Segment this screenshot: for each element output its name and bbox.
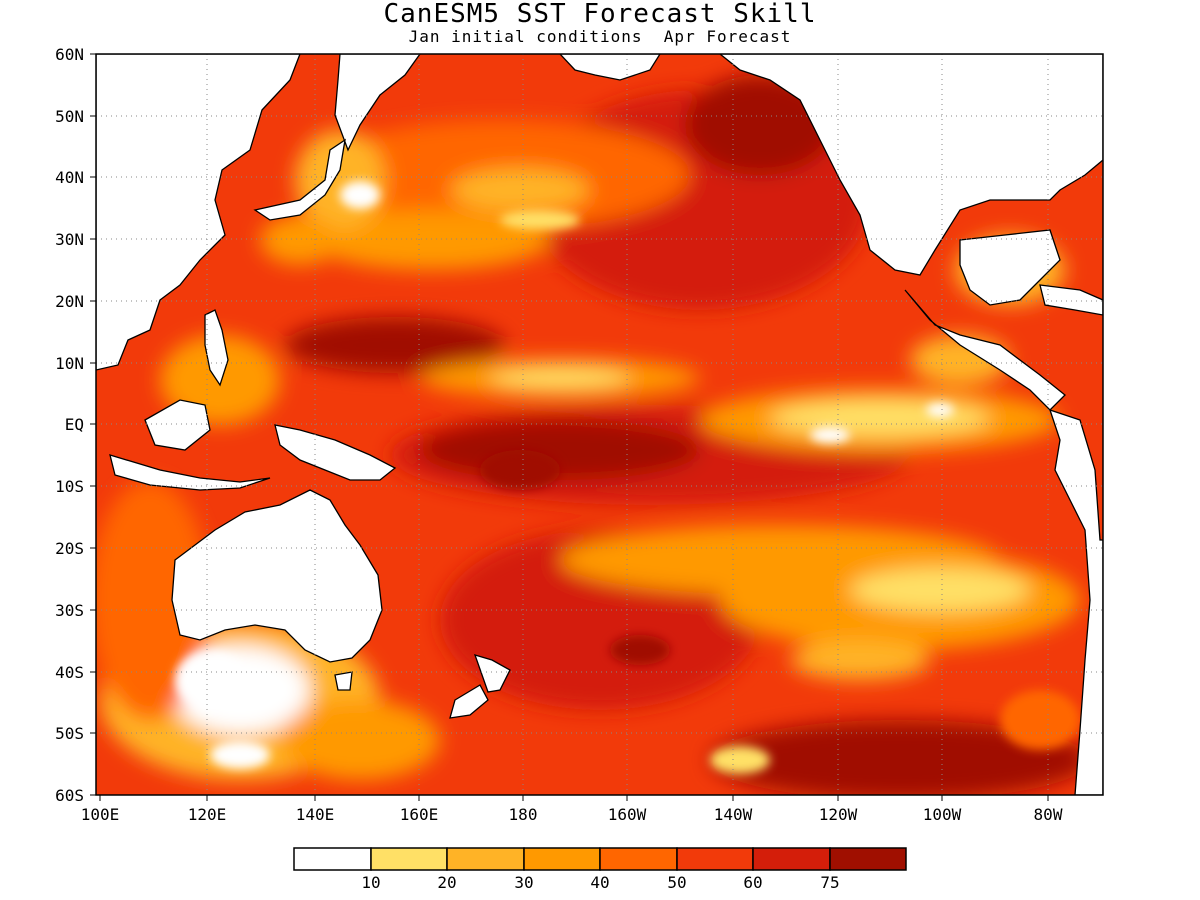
colorbar-label: 40 xyxy=(590,873,609,892)
lon-label: 160E xyxy=(400,805,439,824)
lon-label: 140W xyxy=(714,805,753,824)
longitude-labels: 100E 120E 140E 160E 180 160W 140W 120W 1… xyxy=(81,805,1063,824)
colorbar-label: 10 xyxy=(361,873,380,892)
colorbar: 10 20 30 40 50 60 75 xyxy=(293,847,907,892)
tick-marks xyxy=(90,53,1049,801)
lat-label: 60N xyxy=(55,45,84,64)
colorbar-label: 20 xyxy=(437,873,456,892)
lat-label: 40S xyxy=(55,663,84,682)
lat-label: 30N xyxy=(55,230,84,249)
lon-label: 100W xyxy=(923,805,962,824)
lat-label: 60S xyxy=(55,786,84,805)
lon-label: 160W xyxy=(608,805,647,824)
colorbar-box xyxy=(829,847,907,871)
colorbar-label: 50 xyxy=(667,873,686,892)
colorbar-label: 30 xyxy=(514,873,533,892)
lon-label: 120E xyxy=(188,805,227,824)
lat-label: 40N xyxy=(55,168,84,187)
map-title: CanESM5 SST Forecast Skill xyxy=(383,0,817,29)
colorbar-box xyxy=(599,847,678,871)
colorbar-box xyxy=(293,847,372,871)
grid-lines xyxy=(96,54,1103,795)
lon-label: 180 xyxy=(509,805,538,824)
colorbar-box xyxy=(676,847,754,871)
lat-label: 20S xyxy=(55,539,84,558)
colorbar-label: 60 xyxy=(743,873,762,892)
lat-label: 50N xyxy=(55,107,84,126)
colorbar-box xyxy=(523,847,601,871)
lat-label: 10N xyxy=(55,354,84,373)
lat-label: EQ xyxy=(65,415,84,434)
lon-label: 80W xyxy=(1034,805,1063,824)
colorbar-box xyxy=(752,847,831,871)
lat-label: 20N xyxy=(55,292,84,311)
map-subtitle: Jan initial conditions Apr Forecast xyxy=(408,27,792,46)
skill-field xyxy=(96,54,1103,795)
colorbar-box xyxy=(370,847,448,871)
lon-label: 140E xyxy=(296,805,335,824)
lon-label: 100E xyxy=(81,805,120,824)
lon-label: 120W xyxy=(819,805,858,824)
colorbar-box xyxy=(446,847,525,871)
latitude-labels: 60N 50N 40N 30N 20N 10N EQ 10S 20S 30S 4… xyxy=(55,45,84,805)
lat-label: 10S xyxy=(55,477,84,496)
land-masses xyxy=(96,54,1103,795)
lat-label: 50S xyxy=(55,724,84,743)
lat-label: 30S xyxy=(55,601,84,620)
colorbar-label: 75 xyxy=(820,873,839,892)
